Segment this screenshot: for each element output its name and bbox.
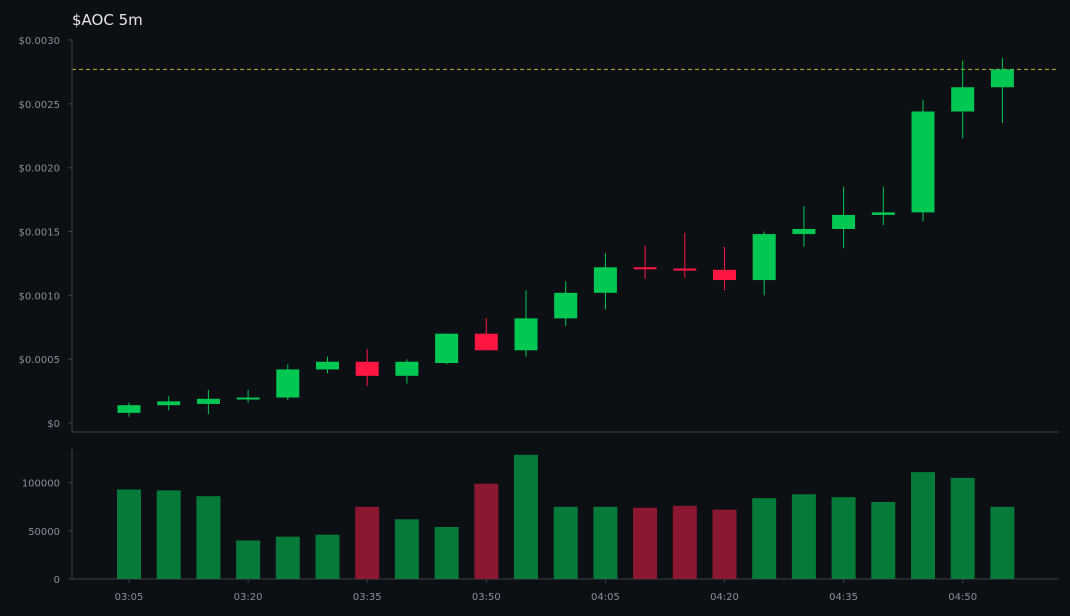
candle-body xyxy=(990,69,1014,88)
time-tick-label: 04:20 xyxy=(710,592,739,603)
candle-body xyxy=(832,214,856,229)
candle-body xyxy=(713,269,736,281)
price-tick-label: $0.0015 xyxy=(19,228,60,239)
candle-body xyxy=(673,268,697,271)
volume-bar xyxy=(990,506,1015,579)
time-tick-label: 04:05 xyxy=(591,592,620,603)
volume-bar xyxy=(394,519,419,579)
candle-body xyxy=(514,318,538,351)
candle-body xyxy=(554,292,578,319)
volume-tick-label: 100000 xyxy=(22,479,60,490)
volume-bar xyxy=(315,534,340,579)
volume-bar xyxy=(514,454,538,579)
candle-body xyxy=(593,267,617,293)
candle-body xyxy=(752,234,776,281)
price-tick-label: $0.0020 xyxy=(19,164,60,175)
volume-bar xyxy=(633,507,658,579)
volume-bar xyxy=(196,496,221,579)
volume-bar xyxy=(474,483,499,579)
volume-bar xyxy=(712,509,737,579)
volume-bar xyxy=(871,501,896,579)
candle-body xyxy=(117,405,141,413)
candle-body xyxy=(157,401,181,406)
candle-body xyxy=(871,212,895,215)
candle-body xyxy=(911,111,935,213)
price-tick-label: $0.0025 xyxy=(19,100,60,111)
candle-body xyxy=(951,87,975,112)
volume-bar xyxy=(355,506,380,579)
price-tick-label: $0 xyxy=(47,419,60,430)
volume-bar xyxy=(672,505,697,579)
volume-bar xyxy=(275,536,300,579)
candle-body xyxy=(435,333,459,364)
time-tick-label: 03:50 xyxy=(472,592,501,603)
volume-tick-label: 0 xyxy=(54,575,60,586)
volume-bar xyxy=(593,506,618,579)
volume-bar xyxy=(236,540,261,579)
time-tick-label: 03:20 xyxy=(234,592,263,603)
chart-title: $AOC 5m xyxy=(72,11,143,29)
price-tick-label: $0.0030 xyxy=(19,36,60,47)
volume-bar xyxy=(752,498,777,579)
volume-bar xyxy=(911,472,935,579)
volume-bar xyxy=(950,477,975,579)
candle-body xyxy=(196,398,220,404)
volume-bar xyxy=(791,494,816,579)
candle-body xyxy=(633,267,657,270)
time-tick-label: 03:35 xyxy=(353,592,382,603)
volume-layer xyxy=(117,454,1015,579)
volume-bar xyxy=(553,506,578,579)
candle-body xyxy=(395,361,419,376)
volume-bar xyxy=(434,527,459,579)
volume-bar xyxy=(156,490,181,579)
price-tick-label: $0.0010 xyxy=(19,291,60,302)
volume-tick-label: 50000 xyxy=(28,527,60,538)
candle-body xyxy=(792,228,816,235)
time-tick-label: 04:35 xyxy=(829,592,858,603)
candle-body xyxy=(276,369,300,398)
candle-body xyxy=(355,361,379,376)
candle-body xyxy=(474,333,498,351)
candle-body xyxy=(236,397,260,400)
tick-labels-layer: $0 $0.0005 $0.0010 $0.0015 $0.0020 $0.0025 $0.… xyxy=(19,36,977,603)
candles-layer xyxy=(117,57,1014,417)
volume-bar xyxy=(831,497,856,579)
time-tick-label: 04:50 xyxy=(948,592,977,603)
volume-bar xyxy=(117,489,141,579)
price-tick-label: $0.0005 xyxy=(19,355,60,366)
candle-body xyxy=(316,361,339,370)
time-tick-label: 03:05 xyxy=(115,592,144,603)
